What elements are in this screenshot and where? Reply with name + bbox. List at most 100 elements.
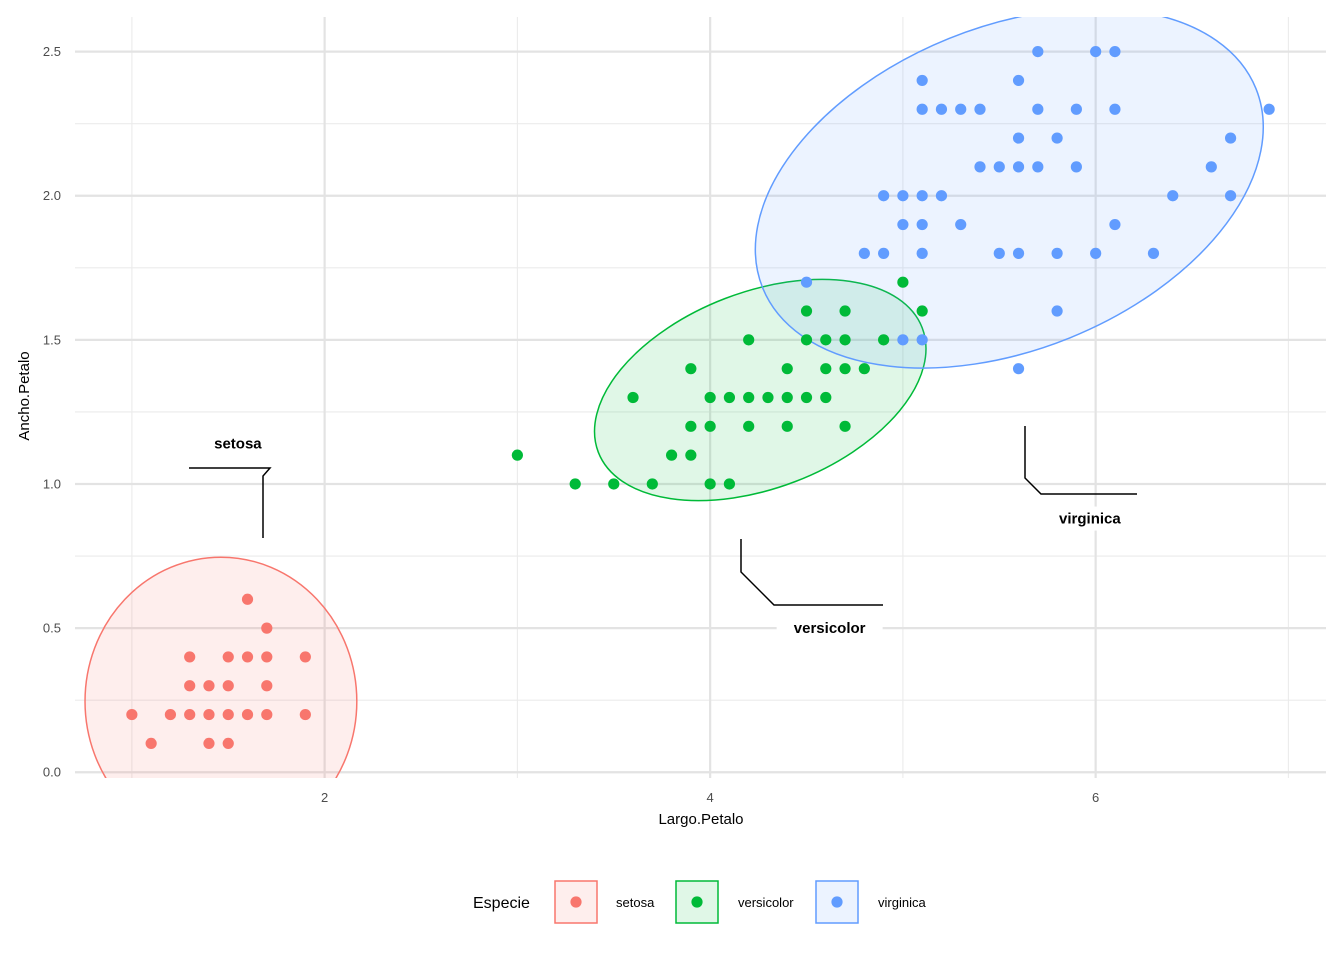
annotation-setosa: setosa (214, 436, 262, 453)
point-virginica-6 (897, 190, 909, 202)
point-versicolor-29 (839, 334, 851, 346)
point-versicolor-4 (646, 478, 658, 490)
ellipse-virginica (754, 17, 1264, 369)
point-virginica-30 (1051, 247, 1063, 259)
point-versicolor-31 (858, 363, 870, 375)
major-gridlines (75, 17, 1326, 778)
point-virginica-11 (916, 103, 928, 115)
point-virginica-26 (1032, 161, 1044, 173)
x-axis-ticks: 2 4 6 (321, 790, 1099, 805)
point-virginica-7 (916, 334, 928, 346)
point-setosa-2 (164, 708, 177, 721)
point-versicolor-16 (743, 334, 755, 346)
legend: Especie setosa versicolor virginica (473, 880, 926, 924)
point-virginica-42 (1224, 190, 1237, 202)
legend-key-point-virginica (831, 896, 843, 908)
point-versicolor-2 (608, 478, 620, 490)
point-virginica-17 (974, 161, 986, 173)
point-versicolor-21 (800, 391, 813, 404)
point-virginica-28 (1032, 45, 1044, 58)
point-virginica-13 (935, 190, 948, 202)
point-setosa-9 (222, 737, 234, 750)
point-virginica-34 (1090, 247, 1102, 259)
x-tick-label-6: 6 (1092, 790, 1099, 805)
x-tick-label-2: 2 (321, 790, 328, 805)
point-versicolor-23 (800, 305, 813, 317)
point-versicolor-0 (511, 449, 523, 461)
point-setosa-11 (222, 680, 234, 692)
legend-label-versicolor: versicolor (738, 895, 794, 910)
point-versicolor-28 (839, 363, 851, 375)
point-setosa-1 (145, 737, 157, 750)
point-setosa-6 (203, 737, 215, 750)
y-tick-label-0-0: 0.0 (43, 765, 61, 780)
point-virginica-1 (858, 247, 870, 259)
point-virginica-12 (916, 74, 928, 87)
point-versicolor-11 (704, 391, 716, 404)
point-versicolor-13 (723, 391, 736, 404)
y-tick-label-2-0: 2.0 (43, 188, 61, 203)
data-points (126, 45, 1275, 750)
point-virginica-20 (993, 161, 1005, 173)
point-virginica-43 (1224, 132, 1237, 144)
point-setosa-4 (184, 680, 196, 692)
point-versicolor-18 (781, 420, 793, 432)
legend-label-setosa: setosa (616, 895, 655, 910)
point-virginica-41 (1205, 161, 1217, 173)
point-setosa-18 (261, 651, 273, 663)
legend-label-virginica: virginica (878, 895, 926, 910)
point-virginica-24 (1012, 132, 1025, 144)
point-virginica-32 (1070, 161, 1082, 173)
point-virginica-18 (974, 103, 986, 115)
y-axis-title: Ancho.Petalo (16, 351, 33, 440)
point-virginica-31 (1051, 132, 1063, 144)
point-versicolor-30 (839, 305, 851, 317)
point-virginica-29 (1051, 305, 1063, 317)
point-setosa-13 (241, 708, 254, 721)
y-tick-label-1-5: 1.5 (43, 332, 61, 347)
y-tick-label-1-0: 1.0 (43, 476, 61, 491)
y-tick-label-0-5: 0.5 (43, 621, 61, 636)
minor-gridlines (75, 17, 1326, 778)
point-virginica-37 (1109, 103, 1121, 115)
point-virginica-33 (1070, 103, 1082, 115)
point-versicolor-1 (569, 478, 581, 490)
point-virginica-25 (1012, 74, 1025, 87)
point-virginica-35 (1090, 45, 1102, 58)
point-versicolor-10 (704, 420, 716, 432)
point-virginica-21 (1012, 363, 1025, 375)
point-setosa-12 (222, 651, 234, 663)
point-virginica-5 (897, 218, 909, 231)
point-virginica-14 (935, 103, 948, 115)
point-setosa-7 (203, 708, 215, 721)
point-virginica-10 (916, 190, 928, 202)
point-virginica-38 (1109, 45, 1121, 58)
point-versicolor-12 (723, 478, 736, 490)
point-virginica-0 (800, 276, 813, 288)
point-versicolor-6 (685, 449, 697, 461)
point-versicolor-15 (743, 391, 755, 404)
point-virginica-3 (878, 190, 890, 202)
point-versicolor-17 (762, 391, 774, 404)
legend-key-point-setosa (570, 896, 582, 908)
point-virginica-22 (1012, 247, 1025, 259)
point-versicolor-33 (897, 276, 909, 288)
point-virginica-8 (916, 247, 928, 259)
point-setosa-0 (126, 708, 138, 721)
point-versicolor-32 (878, 334, 890, 346)
point-virginica-19 (993, 247, 1005, 259)
point-virginica-16 (955, 103, 967, 115)
point-setosa-16 (261, 708, 273, 721)
point-virginica-9 (916, 218, 928, 231)
point-virginica-15 (955, 218, 967, 231)
point-setosa-15 (241, 593, 254, 605)
point-versicolor-14 (743, 420, 755, 432)
point-setosa-21 (299, 651, 311, 663)
point-versicolor-8 (685, 363, 697, 375)
legend-title: Especie (473, 895, 530, 912)
leader-line-versicolor (740, 539, 883, 606)
ellipse-setosa (84, 556, 358, 778)
point-virginica-39 (1147, 247, 1160, 259)
annotation-versicolor: versicolor (794, 620, 866, 637)
